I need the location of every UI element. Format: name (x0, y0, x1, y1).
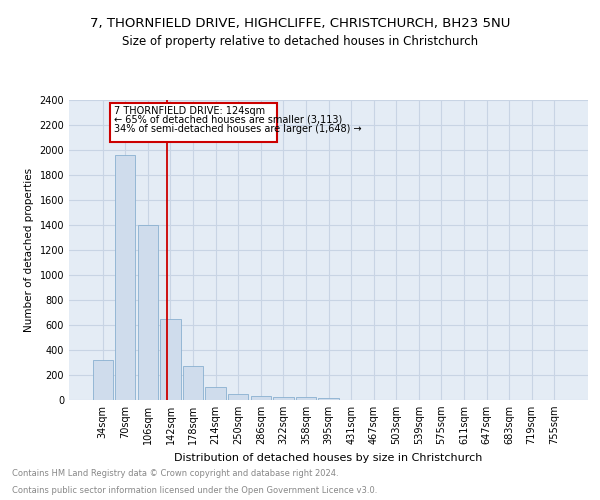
Bar (115, 155, 136, 400)
Bar (273, 397, 293, 400)
Bar (296, 397, 316, 400)
Bar (110, 102, 277, 142)
Text: 7 THORNFIELD DRIVE: 124sqm: 7 THORNFIELD DRIVE: 124sqm (114, 106, 265, 116)
Bar (228, 394, 248, 400)
Text: ← 65% of detached houses are smaller (3,113): ← 65% of detached houses are smaller (3,… (114, 115, 342, 125)
Text: Contains HM Land Registry data © Crown copyright and database right 2024.: Contains HM Land Registry data © Crown c… (12, 468, 338, 477)
Text: 34% of semi-detached houses are larger (1,648) →: 34% of semi-detached houses are larger (… (114, 124, 362, 134)
Bar (160, 320, 181, 400)
Text: Size of property relative to detached houses in Christchurch: Size of property relative to detached ho… (122, 35, 478, 48)
Y-axis label: Number of detached properties: Number of detached properties (24, 168, 34, 332)
Text: Contains public sector information licensed under the Open Government Licence v3: Contains public sector information licen… (12, 486, 377, 495)
Bar (138, 225, 158, 400)
X-axis label: Distribution of detached houses by size in Christchurch: Distribution of detached houses by size … (175, 452, 482, 462)
Text: 7, THORNFIELD DRIVE, HIGHCLIFFE, CHRISTCHURCH, BH23 5NU: 7, THORNFIELD DRIVE, HIGHCLIFFE, CHRISTC… (90, 18, 510, 30)
Bar (251, 396, 271, 400)
Bar (319, 398, 338, 400)
Bar (92, 360, 113, 400)
Bar (205, 387, 226, 400)
Bar (183, 366, 203, 400)
